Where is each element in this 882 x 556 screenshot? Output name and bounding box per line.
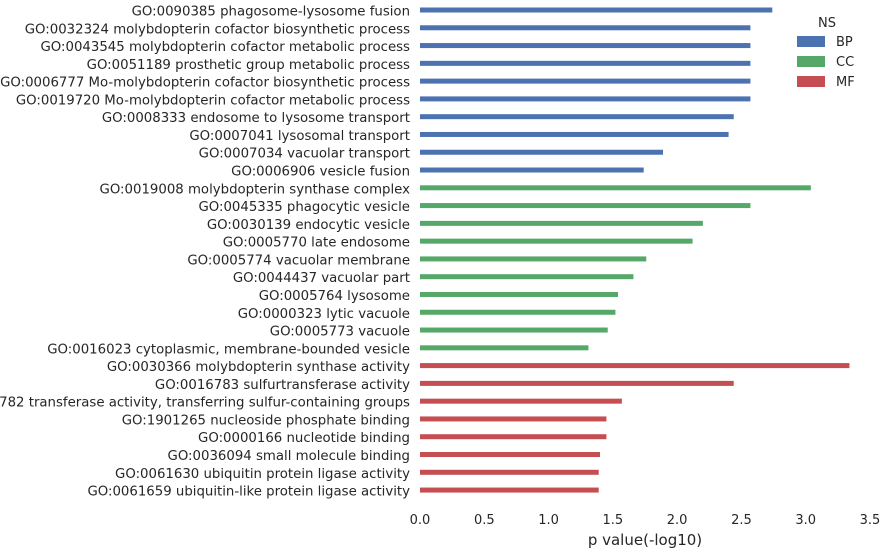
bar — [420, 220, 703, 226]
legend-title: NS — [818, 16, 836, 31]
category-label: GO:0016023 cytoplasmic, membrane-bounded… — [47, 342, 410, 357]
bar — [420, 131, 729, 137]
bar — [420, 7, 773, 13]
category-label: GO:0036094 small molecule binding — [168, 449, 410, 464]
legend-label: MF — [836, 75, 855, 90]
category-label: GO:0044437 vacuolar part — [233, 271, 410, 286]
bar — [420, 167, 644, 173]
bar — [420, 469, 599, 475]
category-label: GO:0000323 lytic vacuole — [238, 307, 410, 322]
category-label: GO:0019720 Mo-molybdopterin cofactor met… — [16, 93, 410, 108]
bar — [420, 274, 634, 280]
bar — [420, 327, 608, 333]
legend-label: BP — [836, 35, 853, 50]
category-label: GO:0045335 phagocytic vesicle — [198, 200, 410, 215]
category-label: GO:0030366 molybdopterin synthase activi… — [107, 360, 410, 375]
bar — [420, 309, 616, 315]
category-label: GO:0005770 late endosome — [223, 236, 410, 251]
bar — [420, 149, 663, 155]
bar — [420, 96, 751, 102]
x-tick-label: 1.0 — [538, 513, 559, 528]
bar — [420, 203, 751, 209]
bar — [420, 434, 607, 440]
category-labels: GO:0090385 phagosome-lysosome fusion GO:0… — [0, 5, 410, 500]
category-label: GO:0061630 ubiquitin protein ligase acti… — [115, 467, 410, 482]
bar — [420, 60, 751, 66]
x-tick-label: 2.0 — [667, 513, 688, 528]
bar — [420, 380, 734, 386]
bar — [420, 78, 751, 84]
category-label: GO:0005773 vacuole — [270, 325, 410, 340]
bar — [420, 345, 589, 351]
category-label: GO:0016782 transferase activity, transfe… — [0, 396, 410, 411]
legend-swatch — [797, 56, 825, 67]
category-label: GO:0051189 prosthetic group metabolic pr… — [87, 58, 410, 73]
legend-label: CC — [836, 55, 854, 70]
category-label: GO:0061659 ubiquitin-like protein ligase… — [87, 485, 410, 500]
category-label: GO:1901265 nucleoside phosphate binding — [122, 413, 410, 428]
legend: NS BP CC MF — [797, 16, 855, 90]
bar — [420, 238, 693, 244]
legend-swatch — [797, 76, 825, 87]
x-axis-title: p value(-log10) — [588, 531, 702, 549]
category-label: GO:0006906 vesicle fusion — [231, 165, 410, 180]
category-label: GO:0007041 lysosomal transport — [189, 129, 410, 144]
category-label: GO:0090385 phagosome-lysosome fusion — [132, 5, 410, 20]
bar — [420, 398, 622, 404]
bar — [420, 25, 751, 31]
category-label: GO:0043545 molybdopterin cofactor metabo… — [40, 40, 410, 55]
category-label: GO:0030139 endocytic vesicle — [207, 218, 410, 233]
bar — [420, 452, 600, 457]
legend-swatch — [797, 36, 825, 47]
bars-layer — [420, 7, 850, 493]
x-tick-label: 0.0 — [410, 513, 431, 528]
bar — [420, 487, 599, 493]
x-tick-label: 3.5 — [860, 513, 881, 528]
category-label: GO:0005764 lysosome — [259, 289, 410, 304]
category-label: GO:0006777 Mo-molybdopterin cofactor bio… — [0, 76, 410, 91]
x-tick-label: 1.5 — [603, 513, 624, 528]
category-label: GO:0016783 sulfurtransferase activity — [155, 378, 410, 393]
category-label: GO:0008333 endosome to lysosome transpor… — [102, 111, 410, 126]
bar — [420, 291, 618, 297]
x-tick-label: 3.0 — [795, 513, 816, 528]
bar — [420, 416, 607, 422]
bar — [420, 256, 647, 262]
bar — [420, 185, 811, 191]
category-label: GO:0019008 molybdopterin synthase comple… — [100, 182, 411, 197]
bar — [420, 43, 751, 49]
category-label: GO:0007034 vacuolar transport — [199, 147, 410, 162]
category-label: GO:0000166 nucleotide binding — [198, 431, 410, 446]
bar — [420, 114, 734, 120]
category-label: GO:0032324 molybdopterin cofactor biosyn… — [25, 22, 410, 37]
bar — [420, 363, 850, 369]
x-tick-label: 2.5 — [731, 513, 752, 528]
x-axis-ticks: 0.0 0.5 1.0 1.5 2.0 2.5 3.0 3.5 — [410, 513, 881, 528]
category-label: GO:0005774 vacuolar membrane — [187, 253, 410, 268]
x-tick-label: 0.5 — [474, 513, 495, 528]
